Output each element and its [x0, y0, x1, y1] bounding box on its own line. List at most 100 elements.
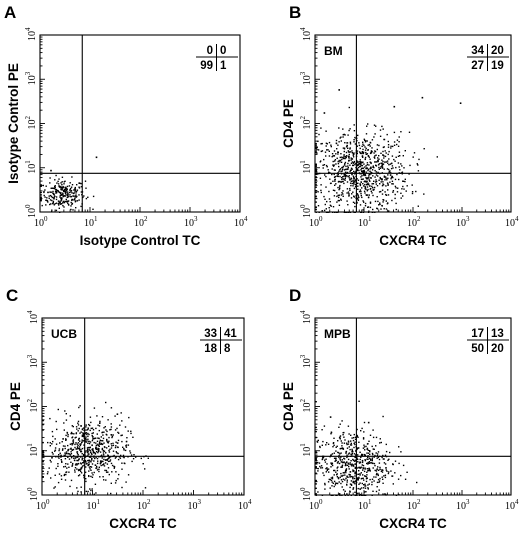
data-point [348, 153, 350, 156]
data-point [76, 446, 79, 448]
data-point [343, 150, 345, 153]
data-point [344, 168, 347, 171]
data-point [331, 477, 334, 480]
data-point [343, 148, 346, 150]
data-point [62, 192, 64, 194]
data-point [366, 471, 368, 473]
data-point [343, 178, 345, 181]
data-point [75, 190, 78, 193]
data-point [67, 449, 69, 451]
data-point [82, 462, 84, 464]
data-point [359, 488, 362, 490]
data-point [68, 453, 71, 455]
data-point [332, 446, 334, 448]
data-point [349, 491, 351, 493]
data-point [68, 195, 70, 198]
data-point [103, 450, 106, 452]
data-point [359, 159, 361, 161]
data-point [115, 471, 117, 473]
data-point [77, 456, 79, 458]
data-point [341, 178, 343, 181]
data-point [382, 478, 384, 480]
data-point [320, 191, 322, 194]
data-point [382, 201, 384, 203]
data-point [92, 195, 95, 198]
data-point [60, 192, 62, 194]
data-point [81, 428, 84, 430]
data-point [147, 457, 149, 459]
data-point [328, 190, 330, 193]
quadrant-lower-left: 50 [471, 343, 484, 355]
data-point [63, 474, 65, 477]
data-point [363, 479, 365, 481]
data-point [72, 462, 74, 465]
x-tick-label: 102 [134, 215, 148, 229]
data-point [362, 477, 364, 479]
quadrant-upper-right: 13 [491, 328, 504, 340]
data-point [372, 166, 374, 168]
data-point [348, 175, 350, 177]
data-point [352, 185, 354, 187]
data-point [358, 470, 360, 472]
data-point [54, 186, 56, 189]
data-point [94, 437, 96, 440]
data-point [346, 447, 349, 449]
data-point [369, 462, 372, 464]
data-point [60, 187, 62, 189]
data-point [117, 478, 119, 480]
data-point [359, 189, 362, 191]
data-point [360, 176, 362, 178]
data-point [397, 187, 399, 189]
data-point [72, 448, 75, 451]
data-point [373, 156, 375, 158]
data-point [361, 164, 364, 167]
data-point [327, 468, 330, 470]
data-point [81, 447, 84, 450]
data-point [359, 204, 362, 206]
data-point [360, 178, 363, 180]
data-point [336, 201, 338, 203]
data-point [112, 434, 114, 436]
data-point [365, 480, 368, 483]
data-point [54, 447, 57, 449]
data-point [66, 191, 69, 193]
data-point [53, 198, 55, 200]
data-point [50, 203, 52, 205]
data-point [387, 140, 389, 143]
data-point [384, 161, 386, 163]
data-point [379, 135, 382, 137]
data-point [315, 184, 317, 186]
data-point [375, 470, 378, 472]
data-point [70, 457, 73, 459]
x-tick-label: 101 [87, 498, 101, 512]
data-point [87, 432, 89, 435]
data-point [77, 442, 80, 444]
data-point [58, 207, 60, 209]
data-point [352, 469, 354, 471]
quadrant-lower-right: 8 [224, 343, 231, 355]
data-point [59, 201, 61, 204]
data-point [361, 161, 364, 163]
data-point [70, 187, 72, 190]
data-point [127, 430, 129, 432]
data-point [75, 207, 77, 209]
data-point [360, 454, 363, 457]
data-point [92, 436, 94, 438]
data-point [390, 470, 392, 472]
data-point [50, 195, 53, 198]
data-point [78, 474, 81, 476]
data-point [395, 166, 397, 169]
data-point [42, 423, 44, 426]
data-point [315, 459, 317, 461]
data-point [122, 446, 124, 448]
data-point [50, 461, 52, 463]
data-point [358, 477, 360, 479]
data-point [71, 464, 74, 466]
data-point [342, 157, 344, 159]
data-point [64, 465, 67, 468]
data-point [354, 202, 356, 204]
data-point [47, 201, 49, 203]
x-tick-label: 101 [84, 215, 98, 229]
